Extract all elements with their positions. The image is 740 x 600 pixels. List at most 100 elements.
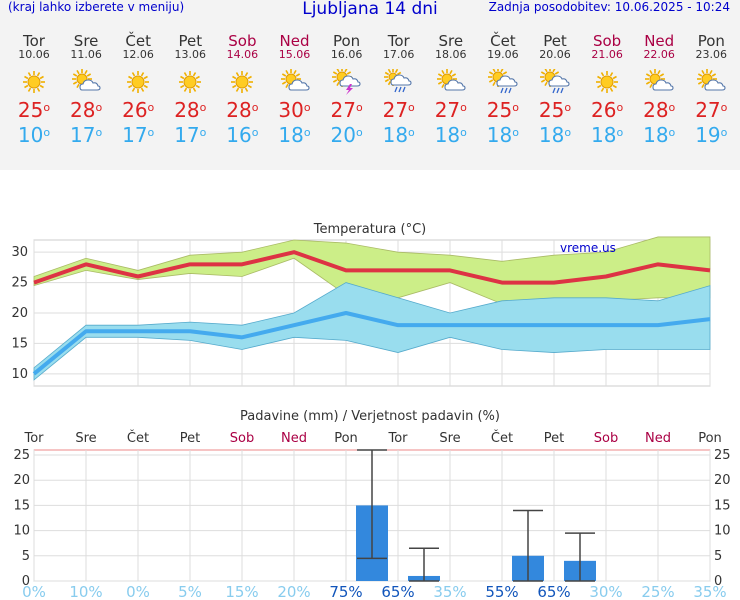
min-temp: 17o	[174, 123, 207, 147]
probability-label: 35%	[433, 583, 466, 600]
max-temp-line	[33, 250, 711, 285]
probability-label: 65%	[381, 583, 414, 600]
max-temp: 28o	[174, 98, 207, 122]
day-date: 16.06	[330, 48, 363, 61]
day-name: Sob	[592, 32, 622, 50]
day-date: 17.06	[382, 48, 415, 61]
day-name: Sre	[438, 32, 464, 50]
min-temp-band	[33, 282, 711, 381]
min-temp: 18o	[382, 123, 415, 147]
day-date: 21.06	[591, 48, 623, 61]
x-tick-label: Ned	[281, 431, 307, 446]
day-name: Pon	[697, 32, 725, 50]
day-date: 13.06	[174, 48, 207, 61]
day-name: Sre	[73, 32, 99, 50]
y-tick-label: 25	[13, 448, 30, 463]
max-temp: 25o	[17, 98, 51, 122]
y-tick-label-right: 15	[714, 498, 731, 513]
precipitation-chart: Padavine (mm) / Verjetnost padavin (%) To…	[13, 409, 730, 600]
x-tick-label: Čet	[491, 430, 513, 446]
day-date: 20.06	[539, 48, 571, 61]
x-tick-label: Sre	[439, 431, 460, 446]
sun-icon	[596, 71, 619, 93]
day-column: Tor 10.06 25o 10o	[8, 33, 60, 146]
sun-cloud-icon	[72, 69, 101, 91]
y-tick-label: 10	[11, 367, 28, 382]
probability-label: 0%	[22, 583, 46, 600]
probability-label: 0%	[126, 583, 150, 600]
y-tick-label: 25	[11, 276, 28, 291]
min-temp-line	[32, 311, 711, 376]
x-tick-label: Pet	[544, 431, 564, 446]
day-date: 11.06	[70, 48, 102, 61]
day-column: Pet 20.06 25o 18o	[529, 33, 581, 146]
chart-title: Padavine (mm) / Verjetnost padavin (%)	[240, 409, 500, 424]
x-tick-label: Čet	[127, 430, 149, 446]
day-column: Pon 23.06 27o 19o	[685, 33, 737, 146]
day-name: Sob	[228, 32, 257, 50]
y-tick-label-right: 20	[714, 473, 731, 488]
max-temp: 25o	[486, 98, 519, 122]
x-tick-label: Pon	[334, 431, 358, 446]
min-temp: 10o	[17, 123, 51, 147]
max-temp: 27o	[330, 98, 363, 122]
chart-title: Temperatura (°C)	[313, 222, 426, 237]
day-column: Tor 17.06 27o 18o	[373, 33, 425, 146]
min-temp: 18o	[486, 123, 519, 147]
day-date: 22.06	[643, 48, 675, 61]
sun-cloud-icon	[697, 69, 726, 91]
x-tick-label: Tor	[23, 431, 44, 446]
probability-label: 30%	[589, 583, 622, 600]
min-temp: 18o	[538, 123, 572, 147]
day-column: Pon 16.06 27o 20o	[321, 33, 373, 146]
probability-label: 5%	[178, 583, 202, 600]
sun-rain-icon	[487, 69, 518, 94]
probability-label: 55%	[485, 583, 518, 600]
day-column: Čet 19.06 25o 18o	[477, 33, 529, 146]
thunder-icon	[331, 69, 361, 95]
day-column: Sre 11.06 28o 17o	[60, 33, 112, 146]
day-name: Tor	[387, 32, 410, 50]
min-temp: 18o	[278, 123, 311, 147]
cloud-rain-icon	[383, 69, 412, 93]
day-name: Čet	[490, 32, 516, 50]
max-temp: 26o	[122, 98, 155, 122]
y-tick-label: 30	[11, 245, 28, 260]
day-column: Ned 15.06 30o 18o	[269, 33, 321, 146]
max-temp: 28o	[70, 98, 103, 122]
sun-icon	[179, 71, 202, 93]
x-tick-label: Pet	[180, 431, 200, 446]
x-tick-label: Sre	[75, 431, 96, 446]
probability-label: 75%	[329, 583, 362, 600]
day-date: 10.06	[18, 48, 50, 61]
watermark: vreme.us	[560, 241, 616, 255]
day-column: Sob 21.06 26o 18o	[581, 33, 633, 146]
menu-hint: (kraj lahko izberete v meniju)	[8, 0, 185, 14]
day-name: Čet	[125, 32, 151, 50]
day-name: Pon	[332, 32, 361, 50]
day-date: 23.06	[695, 48, 728, 61]
x-tick-label: Tor	[387, 431, 408, 446]
x-tick-label: Sob	[230, 431, 254, 446]
y-tick-label-right: 5	[714, 549, 722, 564]
y-tick-label-right: 10	[714, 524, 731, 539]
y-tick-label: 15	[11, 336, 28, 351]
max-temp: 25o	[538, 98, 572, 122]
day-column: Čet 12.06 26o 17o	[112, 33, 164, 146]
max-temp: 27o	[382, 98, 415, 122]
sun-cloud-icon	[280, 69, 310, 91]
spacer	[0, 170, 740, 216]
min-temp: 17o	[70, 123, 103, 147]
day-name: Ned	[644, 32, 675, 50]
y-tick-label: 20	[13, 473, 30, 488]
day-column: Ned 22.06 28o 18o	[633, 33, 685, 146]
sun-cloud-icon	[645, 69, 674, 91]
min-temp: 19o	[695, 123, 728, 147]
min-temp: 16o	[226, 123, 259, 147]
day-column: Sob 14.06 28o 16o	[216, 33, 268, 146]
min-temp: 18o	[591, 123, 624, 147]
y-tick-label: 20	[11, 306, 28, 321]
y-tick-label-right: 25	[714, 448, 731, 463]
day-column: Sre 18.06 27o 18o	[425, 33, 477, 146]
sun-rain-icon	[540, 69, 570, 94]
